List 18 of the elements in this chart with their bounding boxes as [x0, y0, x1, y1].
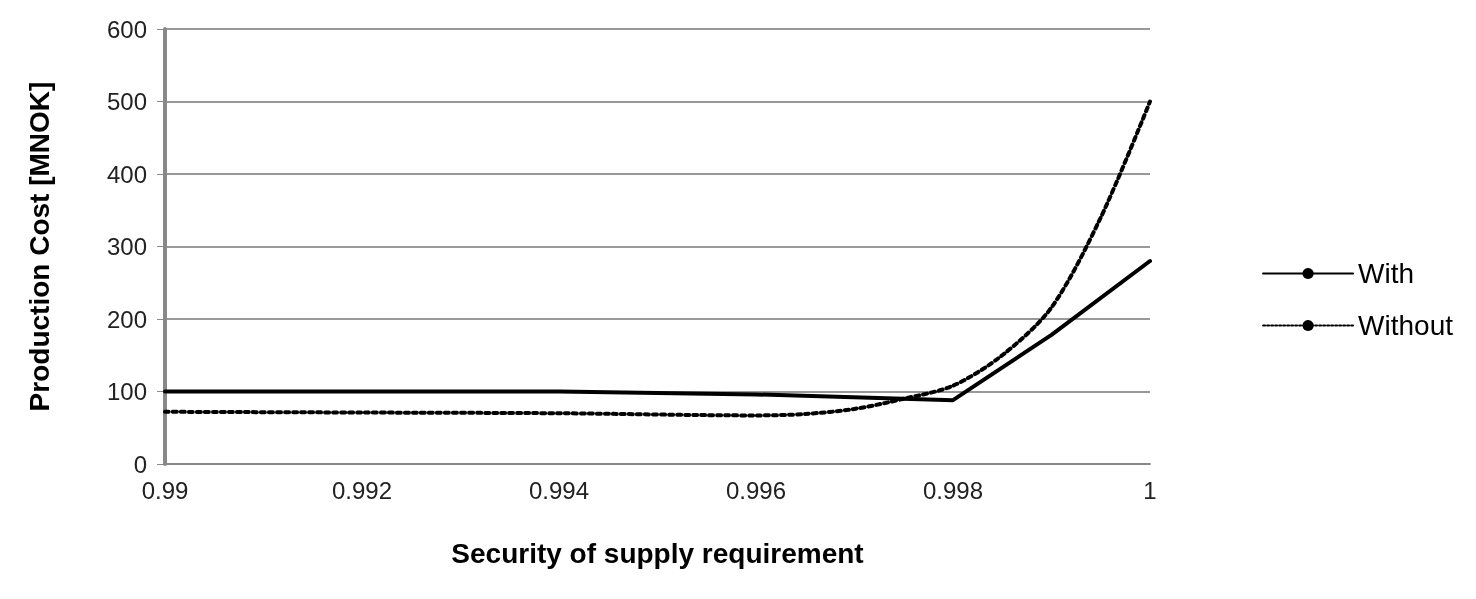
y-tick-label: 200 — [106, 305, 147, 333]
y-tick-label: 600 — [106, 15, 147, 43]
y-tick-label: 500 — [106, 88, 147, 115]
y-tick-label: 300 — [106, 233, 147, 260]
x-tick-label: 0.99 — [141, 476, 189, 504]
x-tick-label: 0.998 — [922, 476, 984, 504]
legend-label: Without — [1358, 310, 1454, 341]
y-tick-label: 400 — [106, 160, 147, 188]
x-tick-label: 0.992 — [331, 476, 393, 504]
y-tick-label: 100 — [106, 378, 147, 405]
x-tick-label: 0.996 — [725, 476, 787, 504]
y-axis-title: Production Cost [MNOK] — [23, 81, 55, 412]
x-axis-title: Security of supply requirement — [451, 537, 864, 569]
x-tick-label: 1 — [1143, 476, 1157, 504]
x-tick-label: 0.994 — [528, 476, 590, 504]
line-series — [163, 99, 1152, 418]
y-tick-label: 0 — [133, 450, 147, 478]
legend-label: With — [1358, 258, 1415, 289]
